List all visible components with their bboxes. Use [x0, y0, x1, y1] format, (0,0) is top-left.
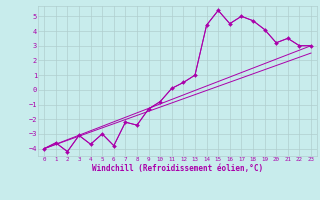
X-axis label: Windchill (Refroidissement éolien,°C): Windchill (Refroidissement éolien,°C) — [92, 164, 263, 173]
